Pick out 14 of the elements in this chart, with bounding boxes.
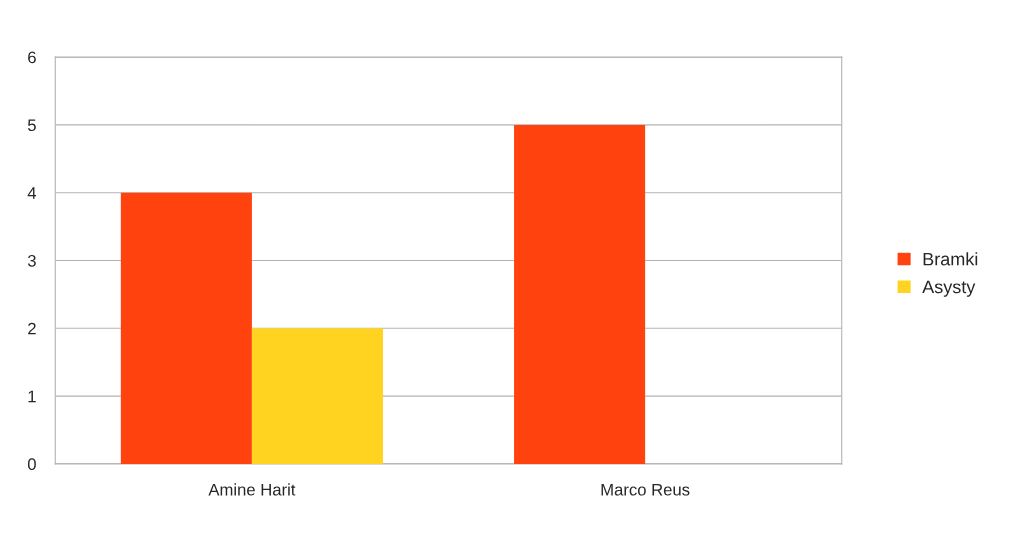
y-tick-label: 6	[28, 51, 36, 64]
y-tick-label: 0	[27, 458, 36, 471]
y-tick-label: 5	[27, 119, 36, 132]
bar	[120, 192, 252, 464]
x-tick-label: Marco Reus	[601, 483, 690, 496]
y-tick-label: 3	[27, 254, 36, 267]
y-tick-label: 1	[28, 390, 36, 403]
bar	[514, 124, 646, 464]
bar	[251, 328, 383, 464]
x-tick-label: Amine Harit	[208, 483, 296, 496]
y-tick-label: 4	[27, 187, 37, 199]
legend-label: Bramki	[923, 252, 978, 266]
legend-label: Asysty	[922, 280, 976, 297]
y-tick-label: 2	[28, 322, 36, 335]
